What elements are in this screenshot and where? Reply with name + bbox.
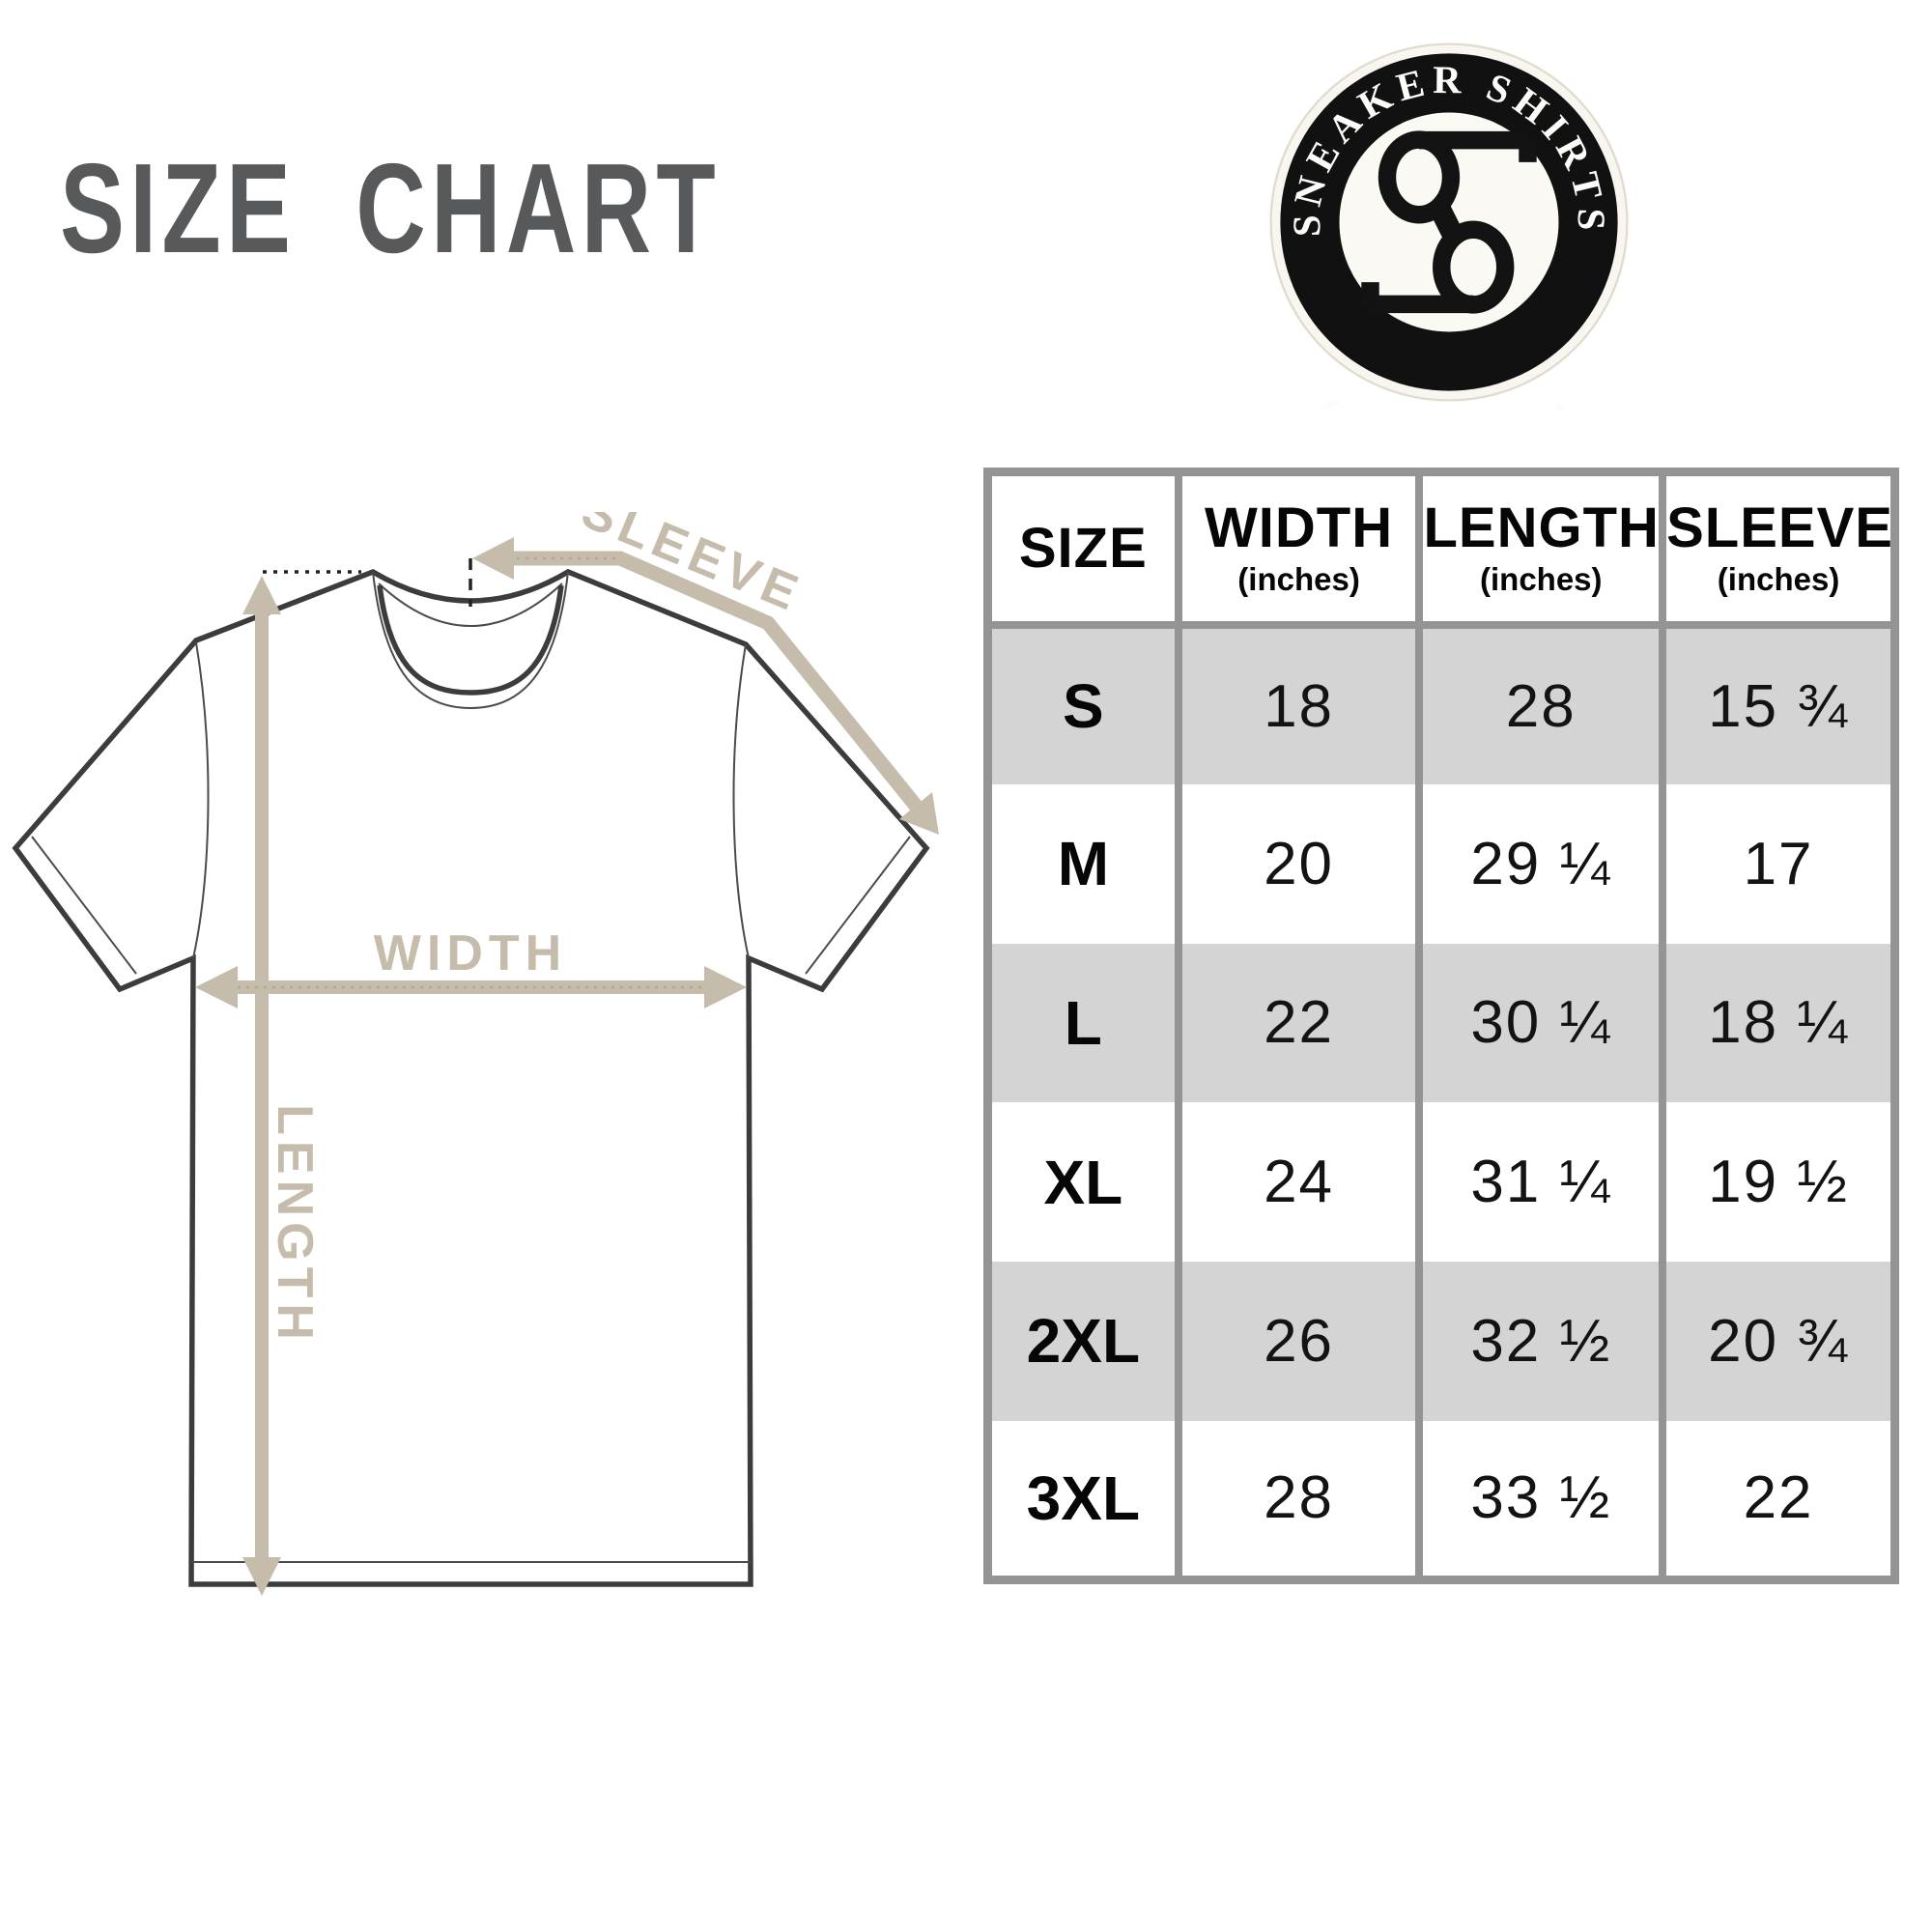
- length-value-cell: 29 ¼: [1415, 783, 1663, 944]
- column-header-width: WIDTH (inches): [1174, 471, 1420, 629]
- tshirt-diagram-svg: SLEEVE WIDTH LENGTH: [12, 512, 939, 1596]
- width-value-cell: 24: [1174, 1102, 1420, 1262]
- table-row-m: M 20 29 ¼ 17: [988, 783, 1895, 944]
- width-label: WIDTH: [374, 925, 567, 981]
- sleeve-value-cell: 17: [1659, 783, 1895, 944]
- length-arrow: [242, 576, 281, 1596]
- badge-rim-edge: [1269, 43, 1629, 402]
- size-chart-table-container: SIZE WIDTH (inches) LENGTH (inches) SLEE…: [983, 468, 1899, 1584]
- size-label-cell: 2XL: [987, 1262, 1179, 1421]
- collar-lines: [372, 571, 569, 710]
- size-chart-table: SIZE WIDTH (inches) LENGTH (inches) SLEE…: [983, 468, 1899, 1584]
- column-header-sleeve: SLEEVE (inches): [1659, 471, 1895, 629]
- width-value-cell: 28: [1174, 1420, 1420, 1580]
- size-label-cell: M: [1057, 829, 1109, 899]
- size-label-cell: 3XL: [1026, 1463, 1141, 1533]
- page-title: SIZE CHART: [60, 137, 721, 279]
- tshirt-measurement-diagram: SLEEVE WIDTH LENGTH: [0, 512, 985, 1642]
- length-value-cell: 32 ½: [1415, 1262, 1663, 1421]
- length-value-cell: 33 ½: [1415, 1420, 1663, 1580]
- sleeve-value-cell: 20 ¾: [1659, 1262, 1895, 1421]
- table-row-3xl: 3XL 28 33 ½ 22: [988, 1420, 1895, 1580]
- column-header-length: LENGTH (inches): [1415, 471, 1663, 629]
- sleeve-value-cell: 18 ¼: [1659, 943, 1895, 1103]
- width-value-cell: 18: [1174, 625, 1420, 784]
- table-row-s: S 18 28 15 ¾: [987, 625, 1895, 784]
- size-label-cell: S: [987, 625, 1179, 784]
- width-arrow: [195, 966, 747, 1009]
- table-row-xl: XL 24 31 ¼ 19 ½: [988, 1102, 1895, 1262]
- brand-logo-svg: SNEAKER SHIRTS OUTLET.COM: [1268, 42, 1630, 410]
- ss-monogram-icon: [1361, 130, 1537, 314]
- sleeve-value-cell: 22: [1659, 1420, 1895, 1580]
- table-row-2xl: 2XL 26 32 ½ 20 ¾: [987, 1262, 1895, 1421]
- size-label-cell: L: [987, 943, 1179, 1103]
- tshirt-outline: [12, 568, 930, 1587]
- header-row: SIZE WIDTH (inches) LENGTH (inches) SLEE…: [987, 471, 1895, 629]
- length-value-cell: 28: [1415, 625, 1663, 784]
- length-value-cell: 31 ¼: [1415, 1102, 1663, 1262]
- size-label-cell: XL: [1043, 1147, 1123, 1217]
- table-row-l: L 22 30 ¼ 18 ¼: [987, 943, 1895, 1103]
- sleeve-value-cell: 15 ¾: [1659, 625, 1895, 784]
- seam-lines: [31, 641, 911, 1563]
- width-value-cell: 20: [1174, 783, 1420, 944]
- width-value-cell: 22: [1174, 943, 1420, 1103]
- column-header-size: SIZE: [987, 471, 1179, 629]
- sleeve-arrow: [472, 537, 939, 835]
- width-value-cell: 26: [1174, 1262, 1420, 1421]
- length-value-cell: 30 ¼: [1415, 943, 1663, 1103]
- brand-logo-badge: SNEAKER SHIRTS OUTLET.COM: [1262, 35, 1636, 410]
- length-label: LENGTH: [267, 1104, 323, 1346]
- sleeve-value-cell: 19 ½: [1659, 1102, 1895, 1262]
